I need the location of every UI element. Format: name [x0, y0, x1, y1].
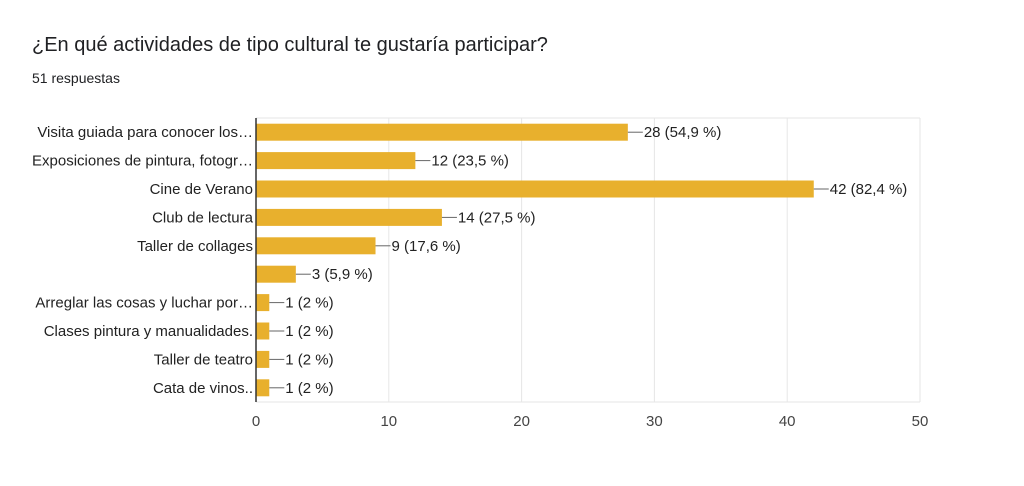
data-label: 1 (2 %) — [285, 380, 333, 397]
category-label: Cata de vinos.. — [153, 380, 253, 397]
data-label: 3 (5,9 %) — [312, 266, 373, 283]
category-label: Cine de Verano — [150, 181, 253, 198]
bar — [256, 265, 296, 283]
chart-title: ¿En qué actividades de tipo cultural te … — [32, 34, 548, 56]
data-label: 1 (2 %) — [285, 351, 333, 368]
category-label: Taller de collages — [137, 238, 253, 255]
x-tick-label: 20 — [513, 413, 530, 430]
bar — [256, 180, 814, 198]
data-label: 1 (2 %) — [285, 295, 333, 312]
bar — [256, 294, 270, 312]
data-label: 9 (17,6 %) — [392, 238, 461, 255]
bar — [256, 208, 442, 226]
category-label: Clases pintura y manualidades. — [44, 323, 253, 340]
category-label: Exposiciones de pintura, fotogr… — [32, 153, 253, 170]
x-tick-label: 30 — [646, 413, 663, 430]
x-tick-label: 50 — [912, 413, 929, 430]
category-label: Visita guiada para conocer los… — [37, 124, 253, 141]
data-label: 28 (54,9 %) — [644, 124, 722, 141]
data-label: 42 (82,4 %) — [830, 181, 908, 198]
bar — [256, 379, 270, 397]
bar — [256, 237, 376, 255]
data-label: 1 (2 %) — [285, 323, 333, 340]
data-label: 14 (27,5 %) — [458, 209, 536, 226]
category-label: Club de lectura — [152, 209, 254, 226]
bar — [256, 152, 416, 170]
x-tick-label: 0 — [252, 413, 260, 430]
response-count: 51 respuestas — [32, 70, 120, 86]
bar — [256, 350, 270, 368]
category-label: Taller de teatro — [154, 351, 253, 368]
x-tick-label: 10 — [380, 413, 397, 430]
bar — [256, 123, 628, 141]
data-label: 12 (23,5 %) — [431, 153, 509, 170]
category-label: Arreglar las cosas y luchar por… — [35, 295, 253, 312]
x-tick-label: 40 — [779, 413, 796, 430]
bar — [256, 322, 270, 340]
